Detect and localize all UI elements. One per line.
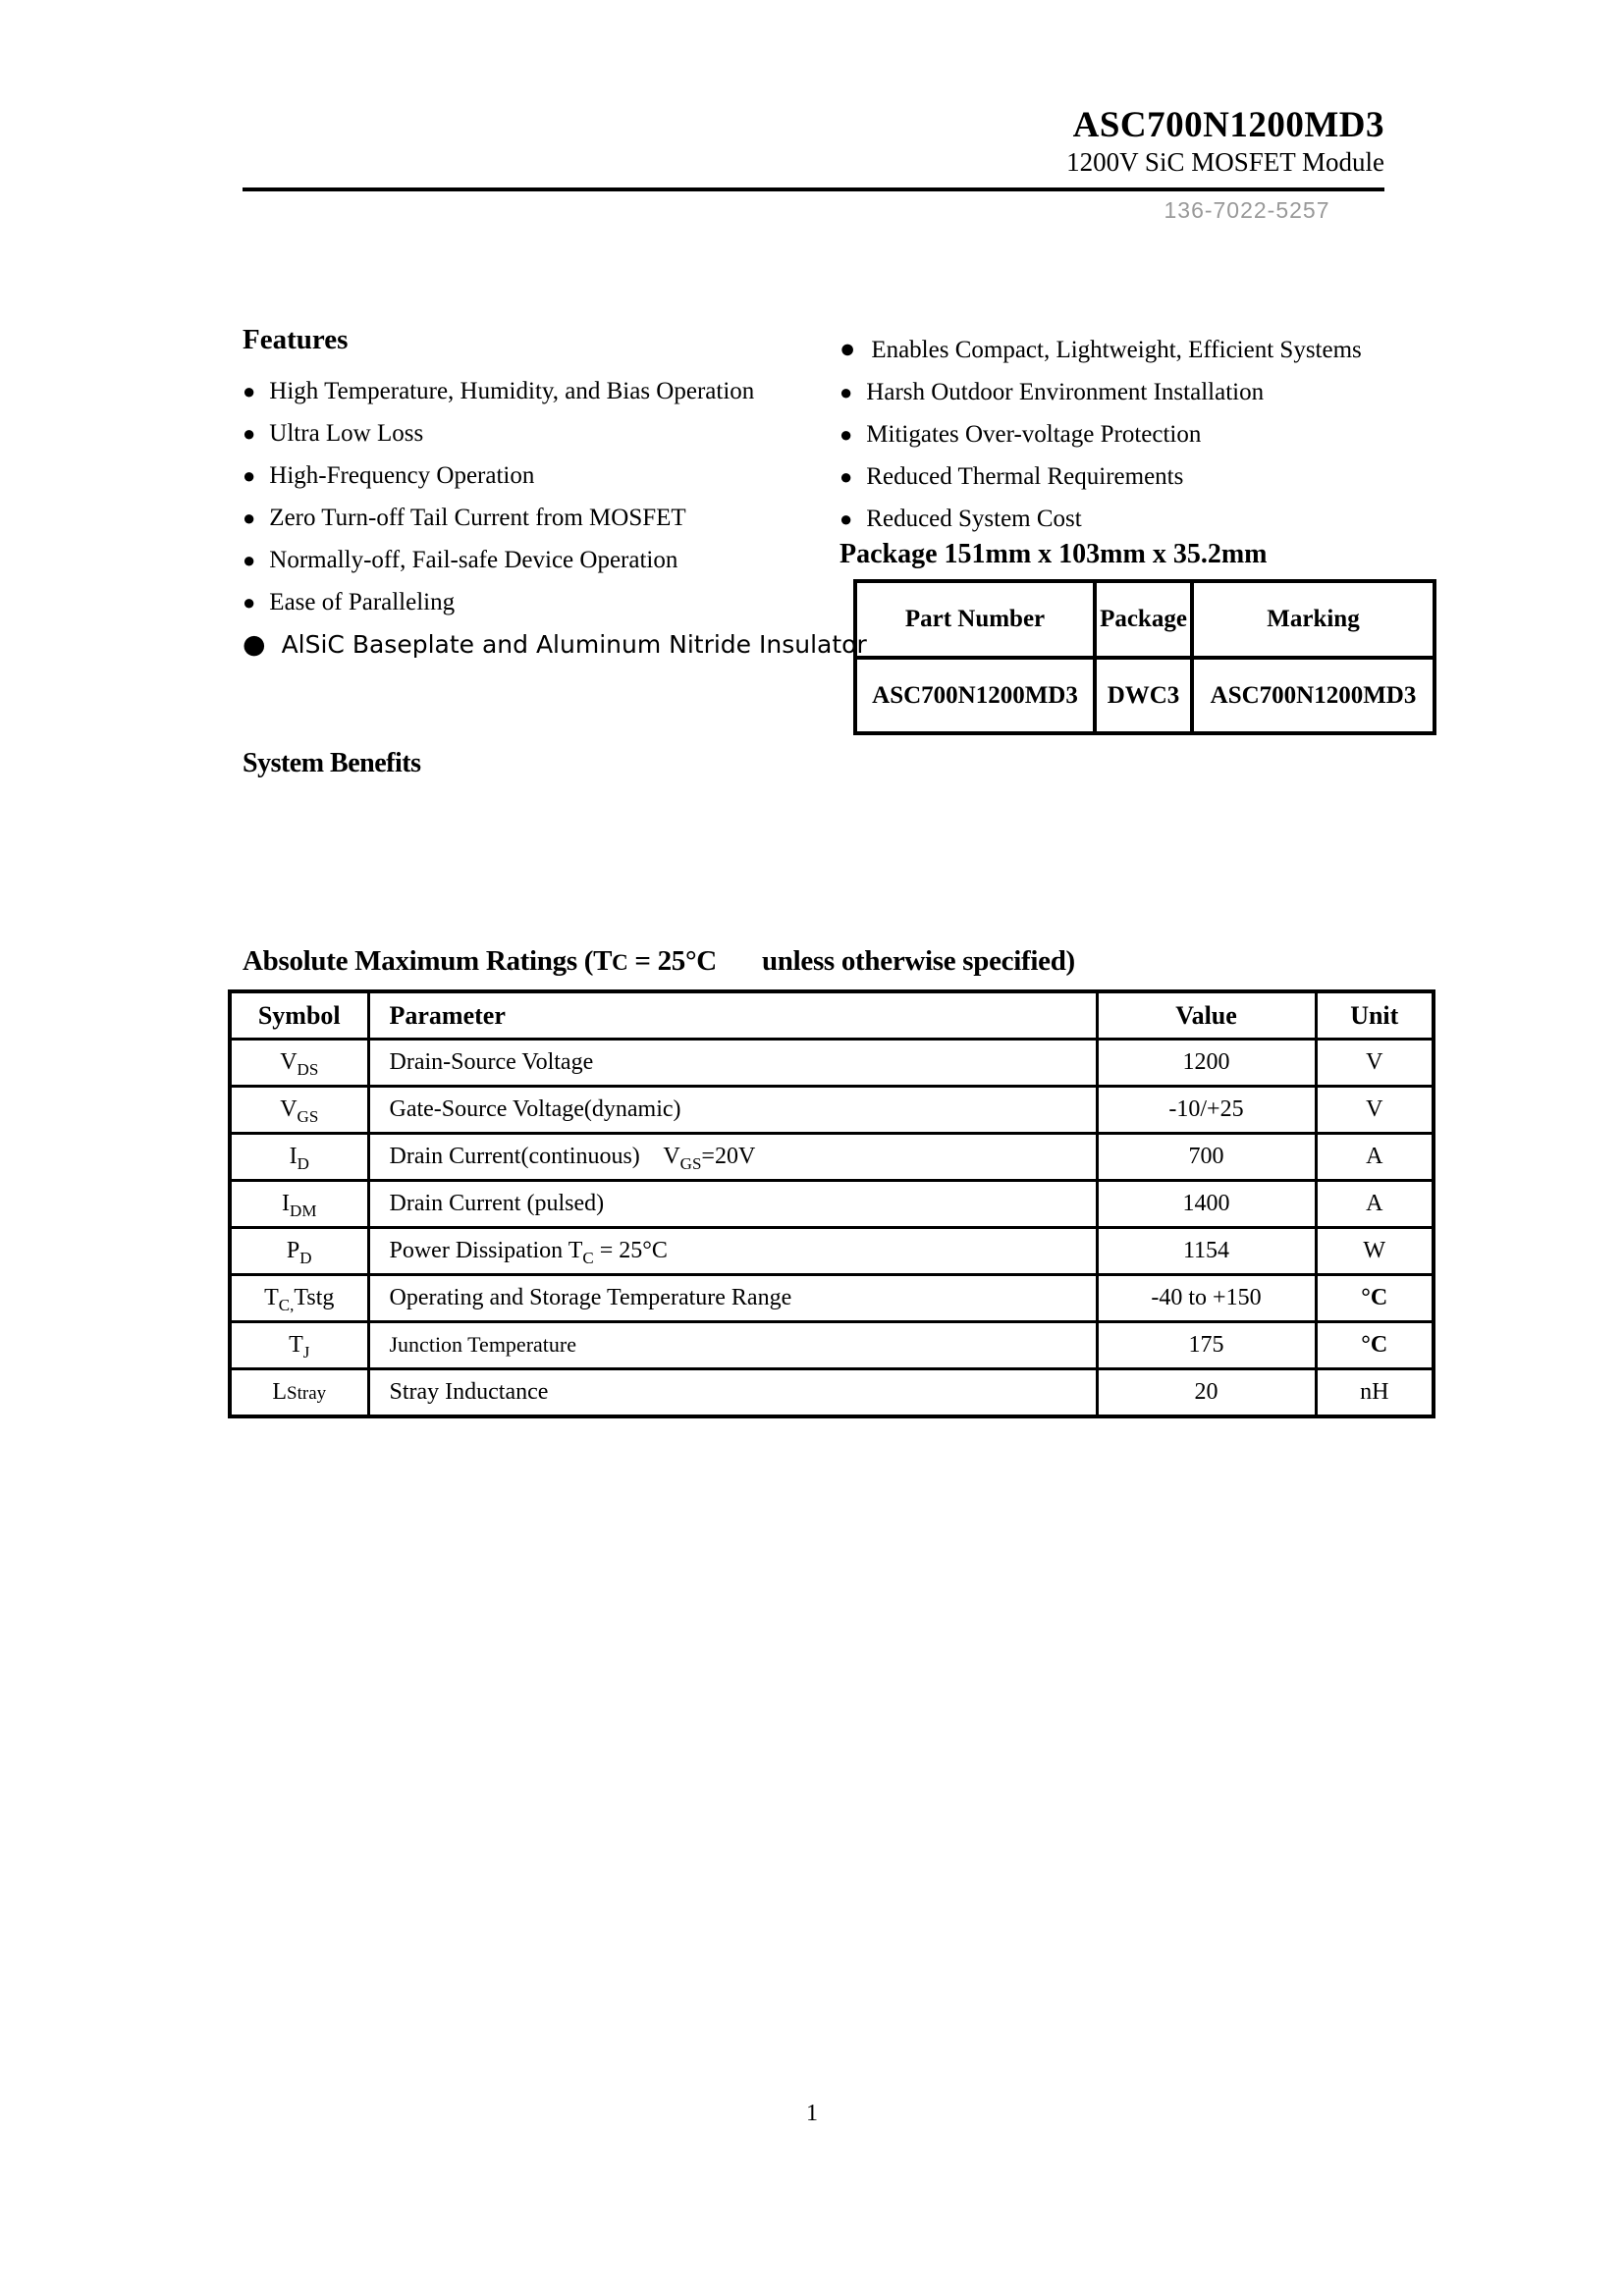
marking-header: Marking — [1190, 579, 1436, 660]
unit-cell: V — [1314, 1085, 1435, 1135]
feature-item: ● Ultra Low Loss — [243, 420, 424, 447]
feature-item: ● High Temperature, Humidity, and Bias Op… — [243, 378, 755, 404]
table-row: TC,Tstg Operating and Storage Temperatur… — [228, 1273, 1435, 1323]
value-cell: 1154 — [1095, 1226, 1318, 1276]
parameter-cell: Junction Temperature — [366, 1320, 1099, 1370]
value-cell: -10/+25 — [1095, 1085, 1318, 1135]
part-number-title: ASC700N1200MD3 — [1072, 105, 1384, 145]
value-header: Value — [1095, 989, 1318, 1041]
symbol-header: Symbol — [228, 989, 370, 1041]
bullet-icon: ● — [243, 629, 266, 660]
benefit-item: ● Mitigates Over-voltage Protection — [839, 421, 1202, 448]
bullet-icon: ● — [243, 506, 256, 530]
parameter-cell: Operating and Storage Temperature Range — [366, 1273, 1099, 1323]
package-table: Part Number Package Marking ASC700N1200M… — [853, 579, 1436, 735]
table-row: ID Drain Current(continuous) VGS=20V 700… — [228, 1132, 1435, 1182]
value-cell: -40 to +150 — [1095, 1273, 1318, 1323]
package-table-header-row: Part Number Package Marking — [853, 579, 1436, 660]
bullet-icon: ● — [839, 380, 853, 404]
ratings-table: Symbol Parameter Value Unit VDS Drain-So… — [228, 989, 1435, 1418]
table-row: TJ Junction Temperature 175 °C — [228, 1320, 1435, 1370]
benefit-item: ● Enables Compact, Lightweight, Efficient… — [839, 334, 1362, 363]
unit-cell: A — [1314, 1132, 1435, 1182]
package-heading: Package 151mm x 103mm x 35.2mm — [839, 539, 1268, 569]
symbol-cell: TJ — [228, 1320, 370, 1370]
symbol-cell: IDM — [228, 1179, 370, 1229]
symbol-cell: LStray — [228, 1367, 370, 1418]
bullet-icon: ● — [839, 334, 856, 363]
value-cell: 20 — [1095, 1367, 1318, 1418]
table-row: VGS Gate-Source Voltage(dynamic) -10/+25… — [228, 1085, 1435, 1135]
parameter-cell: Stray Inductance — [366, 1367, 1099, 1418]
bullet-icon: ● — [243, 590, 256, 614]
value-cell: 700 — [1095, 1132, 1318, 1182]
bullet-icon: ● — [243, 379, 256, 403]
benefit-item: ● Harsh Outdoor Environment Installation — [839, 379, 1265, 405]
benefits-list: ● Enables Compact, Lightweight, Efficient… — [839, 328, 1448, 540]
parameter-cell: Power Dissipation TC = 25°C — [366, 1226, 1099, 1276]
bullet-icon: ● — [243, 421, 256, 446]
value-cell: 1200 — [1095, 1038, 1318, 1088]
benefits-section: ● Enables Compact, Lightweight, Efficient… — [839, 328, 1448, 540]
benefit-item: ● Reduced System Cost — [839, 506, 1082, 532]
feature-item: ● High-Frequency Operation — [243, 462, 535, 489]
symbol-cell: VDS — [228, 1038, 370, 1088]
feature-item: ● Normally-off, Fail-safe Device Operatio… — [243, 547, 678, 573]
marking-value: ASC700N1200MD3 — [1190, 656, 1436, 735]
bullet-icon: ● — [839, 464, 853, 489]
unit-cell: °C — [1314, 1320, 1435, 1370]
value-cell: 1400 — [1095, 1179, 1318, 1229]
package-header: Package — [1093, 579, 1194, 660]
table-row: LStray Stray Inductance 20 nH — [228, 1367, 1435, 1418]
table-row: PD Power Dissipation TC = 25°C 1154 W — [228, 1226, 1435, 1276]
unit-cell: W — [1314, 1226, 1435, 1276]
feature-item-special: ● AlSiC Baseplate and Aluminum Nitride In… — [243, 629, 867, 660]
table-row: VDS Drain-Source Voltage 1200 V — [228, 1038, 1435, 1088]
unit-header: Unit — [1314, 989, 1435, 1041]
ratings-header-row: Symbol Parameter Value Unit — [228, 989, 1435, 1041]
part-number-header: Part Number — [853, 579, 1097, 660]
package-value: DWC3 — [1093, 656, 1194, 735]
unit-cell: °C — [1314, 1273, 1435, 1323]
package-table-row: ASC700N1200MD3 DWC3 ASC700N1200MD3 — [853, 656, 1436, 735]
unit-cell: nH — [1314, 1367, 1435, 1418]
ratings-heading: Absolute Maximum Ratings (TC = 25°C unles… — [243, 945, 1075, 977]
unit-cell: V — [1314, 1038, 1435, 1088]
parameter-cell: Drain-Source Voltage — [366, 1038, 1099, 1088]
value-cell: 175 — [1095, 1320, 1318, 1370]
features-heading: Features — [243, 324, 349, 355]
system-benefits-heading: System Benefits — [243, 748, 421, 778]
features-list: ● High Temperature, Humidity, and Bias Op… — [243, 370, 867, 666]
product-subtitle: 1200V SiC MOSFET Module — [1066, 147, 1384, 177]
features-section: Features ● High Temperature, Humidity, an… — [243, 324, 867, 666]
bullet-icon: ● — [243, 548, 256, 572]
symbol-cell: ID — [228, 1132, 370, 1182]
symbol-cell: TC,Tstg — [228, 1273, 370, 1323]
table-row: IDM Drain Current (pulsed) 1400 A — [228, 1179, 1435, 1229]
benefit-item: ● Reduced Thermal Requirements — [839, 463, 1184, 490]
feature-item: ● Ease of Paralleling — [243, 589, 456, 615]
parameter-cell: Gate-Source Voltage(dynamic) — [366, 1085, 1099, 1135]
bullet-icon: ● — [243, 463, 256, 488]
parameter-header: Parameter — [366, 989, 1099, 1041]
header-rule — [243, 187, 1384, 191]
parameter-cell: Drain Current(continuous) VGS=20V — [366, 1132, 1099, 1182]
page-number: 1 — [806, 2101, 818, 2126]
document-code: 136-7022-5257 — [1164, 197, 1330, 223]
part-number-value: ASC700N1200MD3 — [853, 656, 1097, 735]
unit-cell: A — [1314, 1179, 1435, 1229]
parameter-cell: Drain Current (pulsed) — [366, 1179, 1099, 1229]
symbol-cell: VGS — [228, 1085, 370, 1135]
symbol-cell: PD — [228, 1226, 370, 1276]
bullet-icon: ● — [839, 422, 853, 447]
feature-item: ● Zero Turn-off Tail Current from MOSFET — [243, 505, 686, 531]
bullet-icon: ● — [839, 507, 853, 531]
